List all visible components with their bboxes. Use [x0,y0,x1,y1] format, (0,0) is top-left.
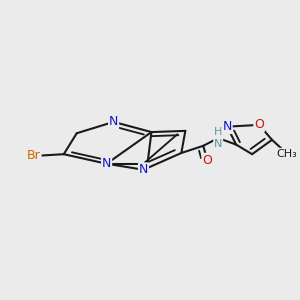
Text: N: N [102,157,111,170]
Text: O: O [202,154,212,167]
Text: O: O [254,118,264,131]
Text: N: N [139,163,148,176]
Text: H
N: H N [214,127,222,149]
Text: Br: Br [27,149,41,163]
Text: CH₃: CH₃ [277,148,297,159]
Text: N: N [223,120,232,133]
Text: N: N [109,116,118,128]
